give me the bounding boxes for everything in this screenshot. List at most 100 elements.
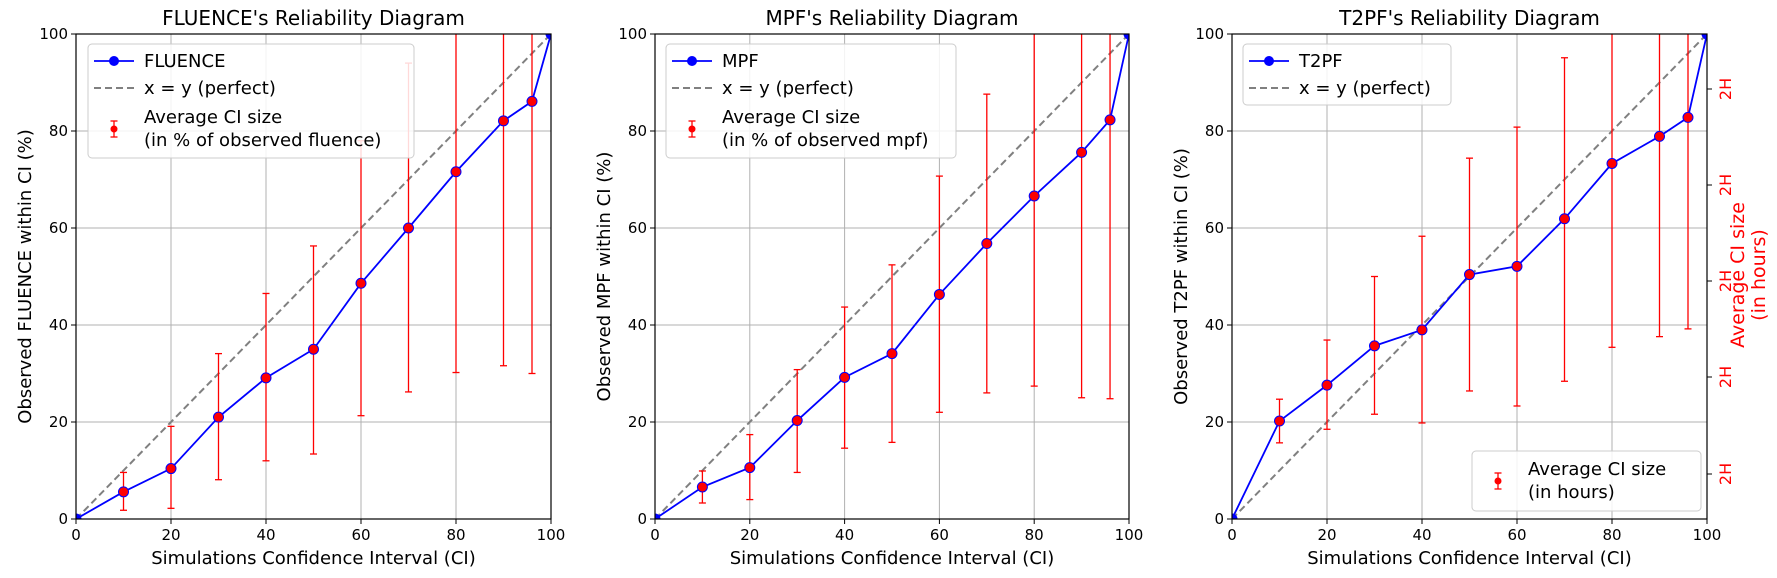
right-tick-label: 2H <box>1716 78 1735 100</box>
chart-title: T2PF's Reliability Diagram <box>1338 6 1600 30</box>
legend: MPF x = y (perfect) Average CI size(in % o… <box>665 43 957 159</box>
right-axis-label-line1: Average CI size <box>1727 202 1749 348</box>
data-point <box>791 415 803 427</box>
y-tick-label: 80 <box>628 122 647 140</box>
perfect-diagonal-line <box>76 34 551 519</box>
data-point <box>308 343 319 355</box>
x-tick-label: 80 <box>1025 526 1044 544</box>
legend-ci-marker <box>110 125 118 133</box>
data-point <box>1701 34 1707 40</box>
data-point <box>498 115 509 127</box>
legend-ci-label-line2: (in % of observed mpf) <box>722 130 929 151</box>
series-line <box>76 34 551 519</box>
chart-title: FLUENCE's Reliability Diagram <box>162 6 465 30</box>
plot-area <box>1232 34 1707 519</box>
data-point <box>933 288 945 300</box>
x-tick-label: 100 <box>1115 526 1144 544</box>
data-point <box>1369 340 1380 352</box>
data-point <box>118 486 129 498</box>
data-point <box>403 222 414 234</box>
data-point <box>1682 111 1694 123</box>
plot-area <box>655 34 1129 519</box>
x-tick-label: 0 <box>71 526 81 544</box>
series-line <box>655 34 1129 519</box>
data-point <box>545 34 551 40</box>
data-point <box>1416 324 1428 336</box>
chart-title: MPF's Reliability Diagram <box>765 6 1018 30</box>
ci-legend-box <box>1471 450 1702 512</box>
legend-series-marker <box>109 56 119 66</box>
data-point <box>526 95 538 107</box>
data-point <box>260 372 272 384</box>
data-point <box>1321 379 1333 391</box>
right-axis-label-line2: (in hours) <box>1748 229 1770 321</box>
x-tick-label: 100 <box>1693 526 1722 544</box>
y-tick-label: 20 <box>49 413 68 431</box>
data-point <box>981 238 993 250</box>
legend-ci-label-line1: Average CI size <box>144 107 282 128</box>
chart-panel-2: 0 20 40 60 80 100 0 20 40 60 80 100 MPF's Reliabilit… <box>594 6 1144 569</box>
legend-ci-label-line2: (in hours) <box>1528 482 1615 503</box>
legend: FLUENCE x = y (perfect) Average CI size(in… <box>87 43 415 159</box>
y-tick-label: 0 <box>1214 510 1224 528</box>
data-point <box>1076 146 1088 158</box>
y-tick-label: 80 <box>49 122 68 140</box>
series-line <box>1232 34 1707 519</box>
y-axis-label: Observed T2PF within CI (%) <box>1171 148 1192 405</box>
x-axis-label: Simulations Confidence Interval (CI) <box>730 548 1054 569</box>
y-tick-label: 80 <box>1205 122 1224 140</box>
perfect-diagonal-line <box>1232 34 1707 519</box>
legend-box <box>87 43 415 159</box>
data-point <box>886 348 898 360</box>
data-point <box>355 277 367 289</box>
y-tick-label: 60 <box>1205 219 1224 237</box>
right-tick-label: 2H <box>1716 463 1735 485</box>
x-tick-label: 20 <box>740 526 759 544</box>
y-tick-label: 100 <box>618 25 647 43</box>
x-tick-label: 100 <box>537 526 566 544</box>
chart-panel-1: 0 20 40 60 80 100 0 20 40 60 80 100 FLUENCE's Reliab… <box>15 6 566 569</box>
data-point <box>1028 190 1040 202</box>
y-tick-label: 100 <box>39 25 68 43</box>
y-tick-label: 100 <box>1195 25 1224 43</box>
y-axis-label: Observed FLUENCE within CI (%) <box>15 129 36 424</box>
legend-perfect-label: x = y (perfect) <box>1299 78 1431 99</box>
data-point <box>1606 157 1618 169</box>
data-point <box>1123 34 1129 40</box>
legend-series-marker <box>1264 56 1274 66</box>
x-tick-label: 80 <box>446 526 465 544</box>
x-tick-label: 80 <box>1602 526 1621 544</box>
axes-frame <box>75 33 552 520</box>
data-point <box>1274 415 1285 427</box>
legend-ci-label-line1: Average CI size <box>1528 459 1666 480</box>
y-tick-label: 60 <box>628 219 647 237</box>
legend-ci-label-line2: (in % of observed fluence) <box>144 130 381 151</box>
perfect-diagonal-line <box>655 34 1129 519</box>
legend-series-label: FLUENCE <box>144 51 225 72</box>
chart-panel-3: 0 20 40 60 80 100 0 20 40 60 80 100 T2PF's Reliabili… <box>1171 6 1770 569</box>
x-tick-label: 60 <box>351 526 370 544</box>
legend-perfect-label: x = y (perfect) <box>722 78 854 99</box>
x-tick-label: 40 <box>1412 526 1431 544</box>
right-tick-label: 2H <box>1716 270 1735 292</box>
legend-ci-label-line1: Average CI size <box>722 107 860 128</box>
y-tick-label: 40 <box>1205 316 1224 334</box>
data-point <box>213 411 224 423</box>
y-tick-label: 40 <box>628 316 647 334</box>
x-tick-label: 40 <box>835 526 854 544</box>
y-tick-label: 40 <box>49 316 68 334</box>
x-tick-label: 40 <box>256 526 275 544</box>
data-point <box>1104 114 1116 126</box>
y-axis-label: Observed MPF within CI (%) <box>594 152 615 402</box>
y-tick-label: 60 <box>49 219 68 237</box>
data-point <box>450 166 462 178</box>
x-tick-label: 0 <box>1227 526 1237 544</box>
x-tick-label: 60 <box>930 526 949 544</box>
x-axis-label: Simulations Confidence Interval (CI) <box>151 548 475 569</box>
x-tick-label: 60 <box>1507 526 1526 544</box>
x-tick-label: 20 <box>161 526 180 544</box>
legend-series-label: T2PF <box>1298 51 1343 72</box>
legend: T2PF x = y (perfect) <box>1242 43 1452 106</box>
legend-box <box>1242 43 1452 106</box>
